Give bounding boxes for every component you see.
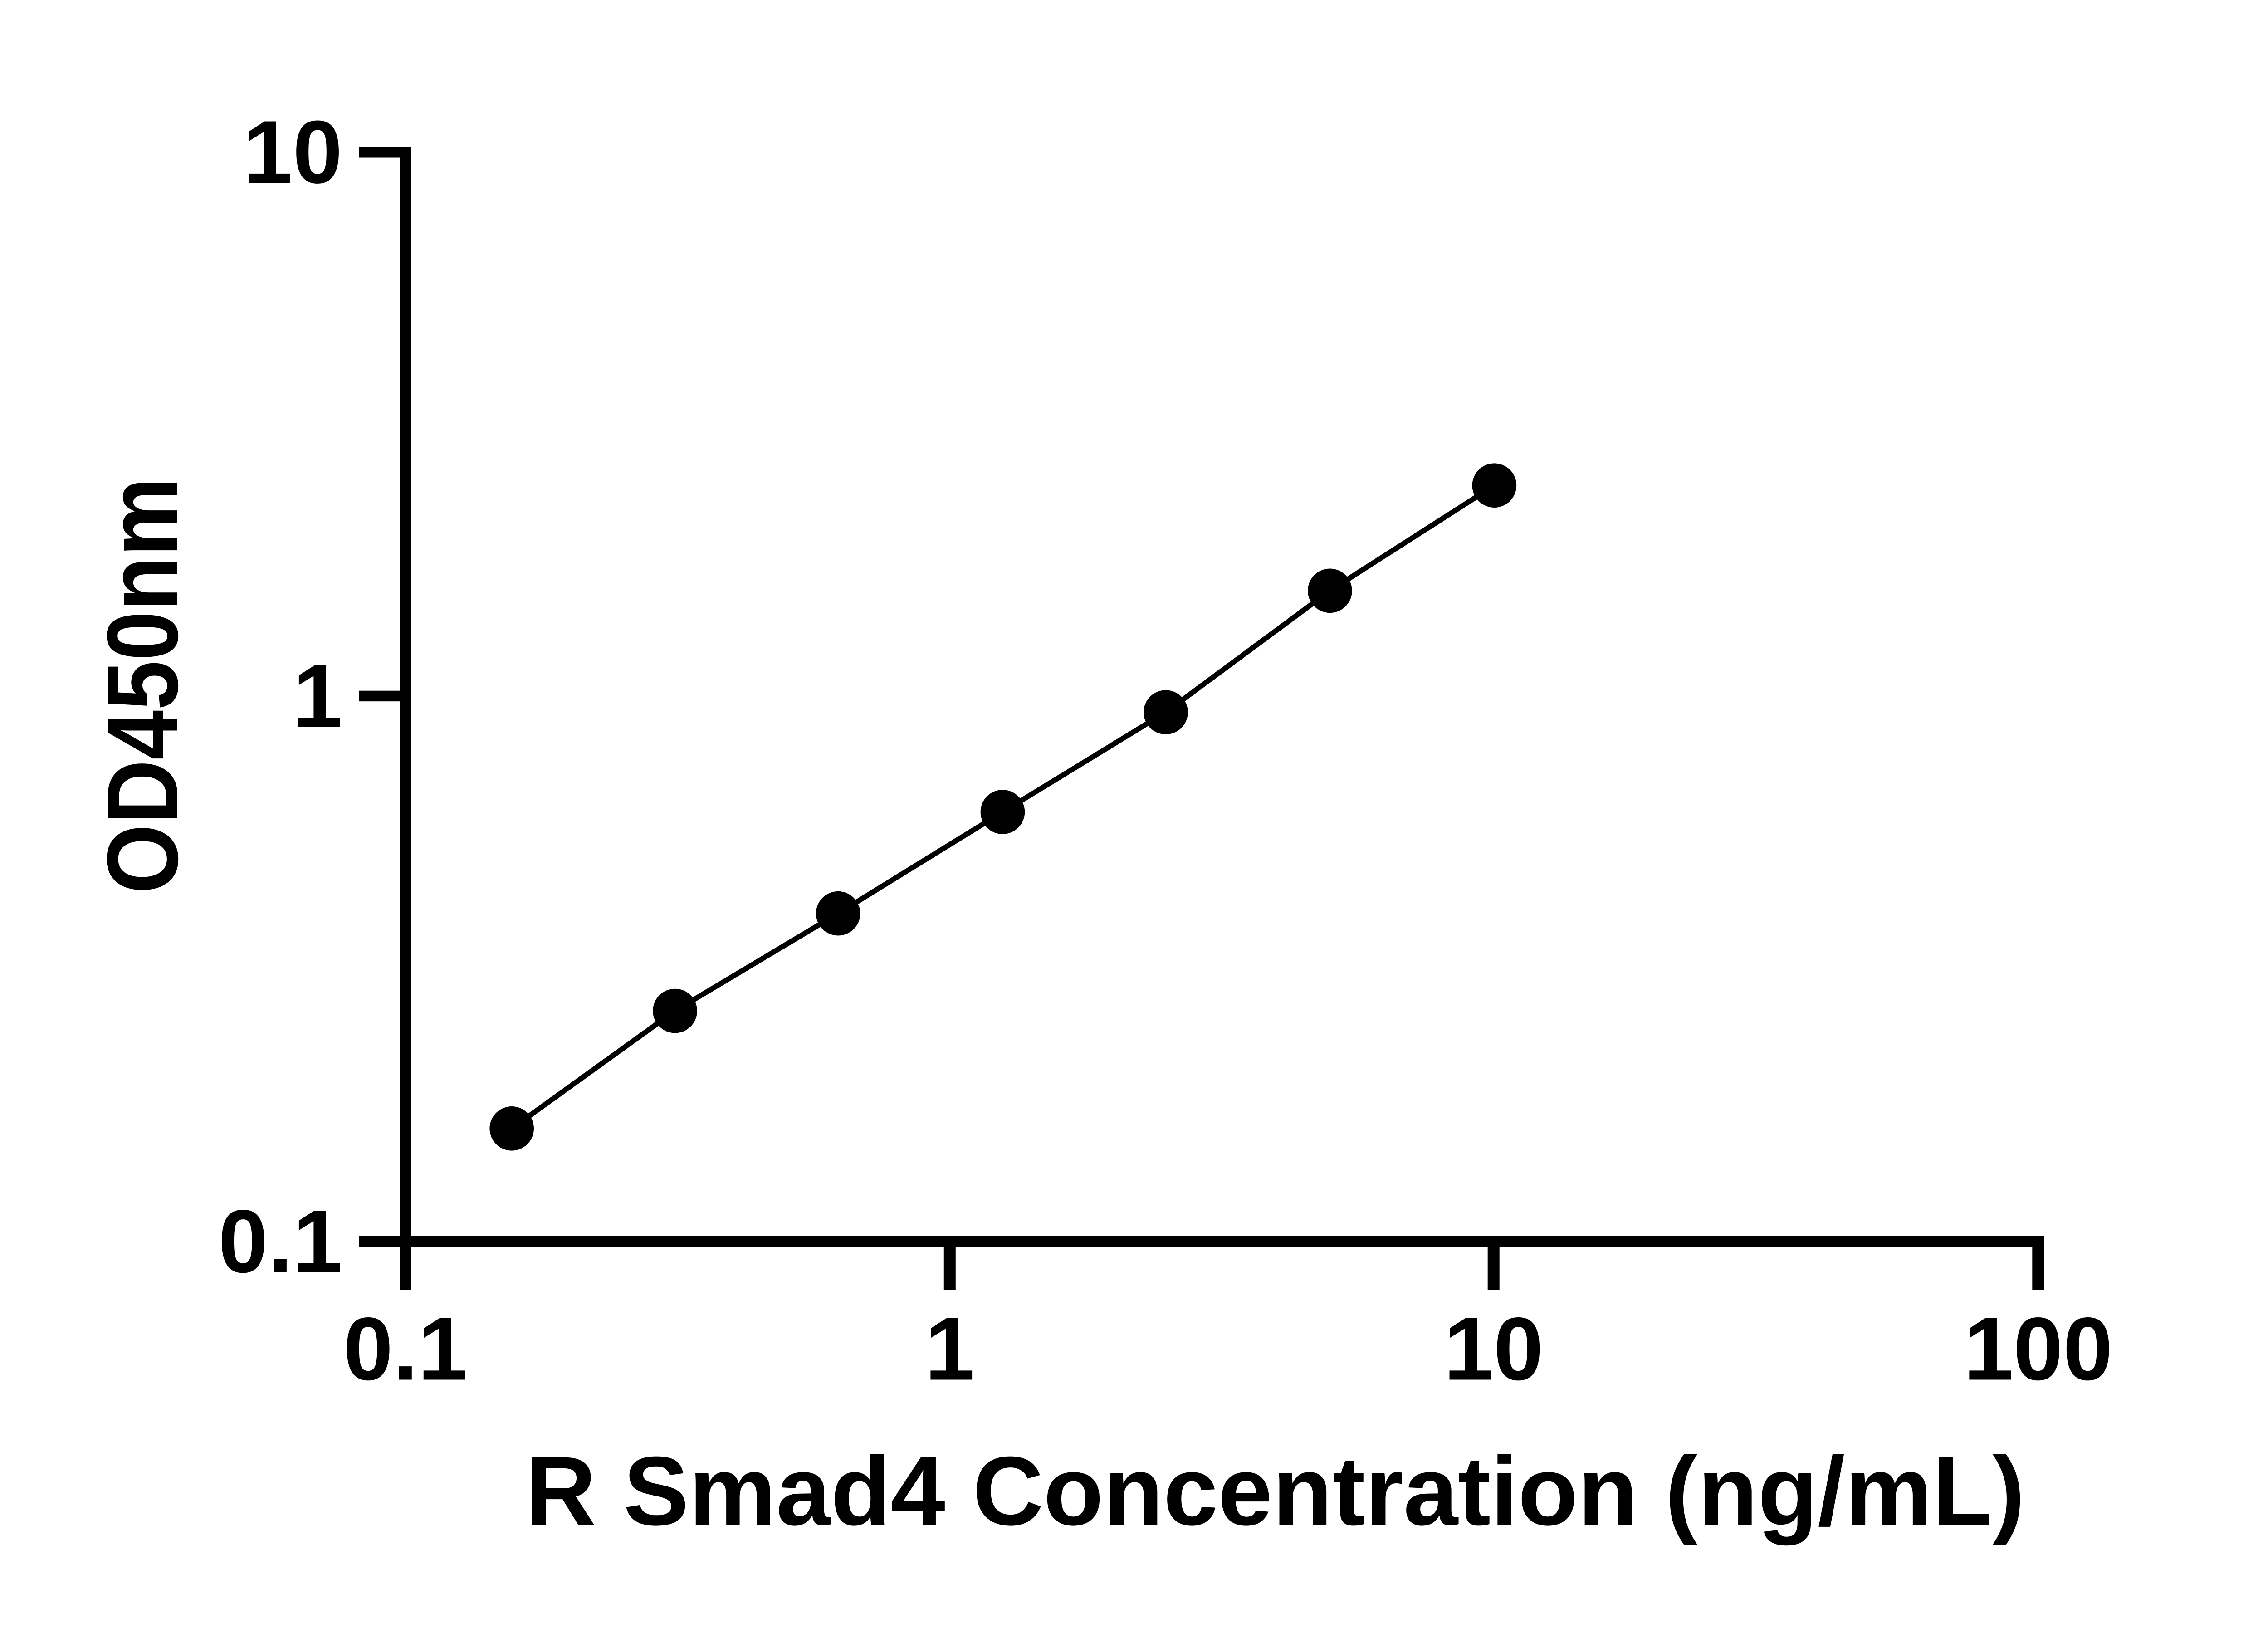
svg-text:10: 10 — [1444, 1299, 1543, 1399]
svg-text:0.1: 0.1 — [343, 1299, 468, 1399]
svg-text:R Smad4 Concentration (ng/mL): R Smad4 Concentration (ng/mL) — [525, 1436, 2025, 1546]
svg-text:1: 1 — [925, 1299, 975, 1399]
svg-text:10: 10 — [243, 102, 342, 202]
svg-text:1: 1 — [293, 646, 342, 746]
svg-text:100: 100 — [1964, 1299, 2113, 1399]
svg-text:OD450nm: OD450nm — [86, 477, 199, 894]
svg-text:0.1: 0.1 — [218, 1192, 342, 1291]
